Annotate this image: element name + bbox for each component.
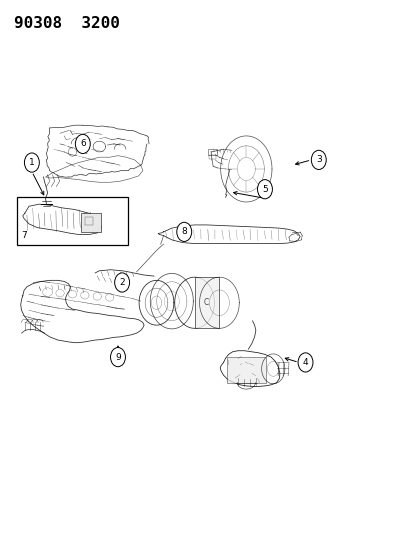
Bar (194, 277, 219, 328)
Text: 1: 1 (29, 158, 35, 167)
Bar (17, 197, 128, 245)
Circle shape (311, 150, 325, 169)
Bar (207, 149, 216, 155)
Text: 90308  3200: 90308 3200 (14, 16, 120, 31)
Bar (226, 357, 266, 383)
Text: 3: 3 (315, 156, 321, 164)
Circle shape (24, 153, 39, 172)
Text: 4: 4 (302, 358, 308, 367)
Text: 2: 2 (119, 278, 125, 287)
Circle shape (297, 353, 312, 372)
Text: 7: 7 (21, 231, 27, 240)
Text: C: C (203, 298, 208, 307)
Circle shape (176, 222, 191, 241)
Circle shape (114, 273, 129, 292)
Text: 6: 6 (80, 140, 85, 148)
Text: 8: 8 (181, 228, 187, 236)
Text: 5: 5 (261, 185, 267, 193)
Circle shape (75, 134, 90, 154)
Bar (81, 213, 101, 232)
Circle shape (257, 180, 272, 199)
Bar (209, 155, 215, 159)
Circle shape (110, 348, 125, 367)
Text: 9: 9 (115, 353, 121, 361)
